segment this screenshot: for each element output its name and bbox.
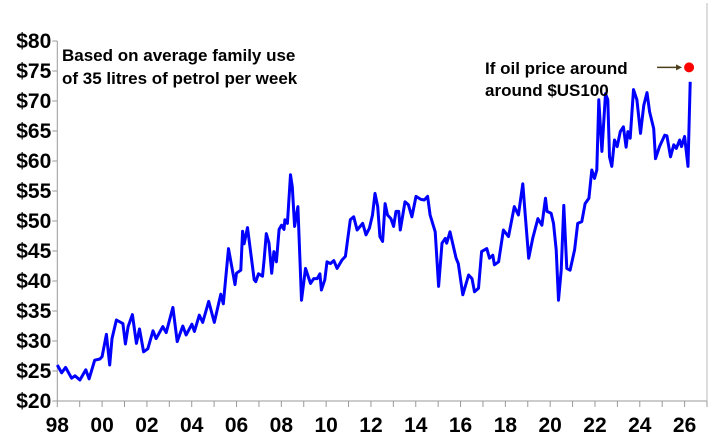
x-tick-label: 14 <box>404 414 428 437</box>
x-tick-label: 00 <box>90 414 113 437</box>
arrow-head-icon <box>676 64 683 71</box>
y-tick-label: $70 <box>16 90 51 113</box>
x-tick-label: 04 <box>180 414 204 437</box>
x-tick-label: 16 <box>449 414 472 437</box>
x-tick-label: 24 <box>628 414 652 437</box>
x-tick-label: 06 <box>225 414 248 437</box>
x-tick-label: 10 <box>314 414 337 437</box>
annotation-scenario-line1: If oil price around <box>485 59 628 78</box>
y-tick-label: $65 <box>16 120 51 143</box>
x-tick-label: 12 <box>359 414 382 437</box>
x-tick-label: 02 <box>135 414 158 437</box>
annotation-note-line2: of 35 litres of petrol per week <box>62 69 298 88</box>
annotation-note-line1: Based on average family use <box>62 46 295 65</box>
y-tick-label: $30 <box>16 330 51 353</box>
x-tick-label: 98 <box>46 414 70 437</box>
y-axis-ticks: $20 $25 $30 $35 $40 $45 $50 $55 $60 $65 $70 $75 $80 <box>16 30 58 413</box>
y-tick-label: $55 <box>16 180 51 203</box>
y-tick-label: $35 <box>16 300 51 323</box>
y-tick-label: $60 <box>16 150 51 173</box>
series-line-weekly-petrol-cost <box>55 81 692 382</box>
x-tick-label: 20 <box>538 414 561 437</box>
x-tick-label: 26 <box>673 414 696 437</box>
y-tick-label: $50 <box>16 210 51 233</box>
y-tick-label: $80 <box>16 30 51 53</box>
y-tick-label: $40 <box>16 270 51 293</box>
y-tick-label: $75 <box>16 60 51 83</box>
x-tick-label: 18 <box>494 414 518 437</box>
y-tick-label: $45 <box>16 240 51 263</box>
x-tick-label: 22 <box>583 414 606 437</box>
x-axis-ticks: 98 00 02 04 06 08 10 12 14 16 18 20 22 24 26 <box>46 401 708 437</box>
scenario-marks <box>657 62 695 73</box>
annotation-scenario-line2: around $US100 <box>485 81 609 100</box>
scenario-point <box>684 62 695 73</box>
y-tick-label: $20 <box>16 390 51 413</box>
x-tick-label: 08 <box>270 414 294 437</box>
y-tick-label: $25 <box>16 360 51 383</box>
